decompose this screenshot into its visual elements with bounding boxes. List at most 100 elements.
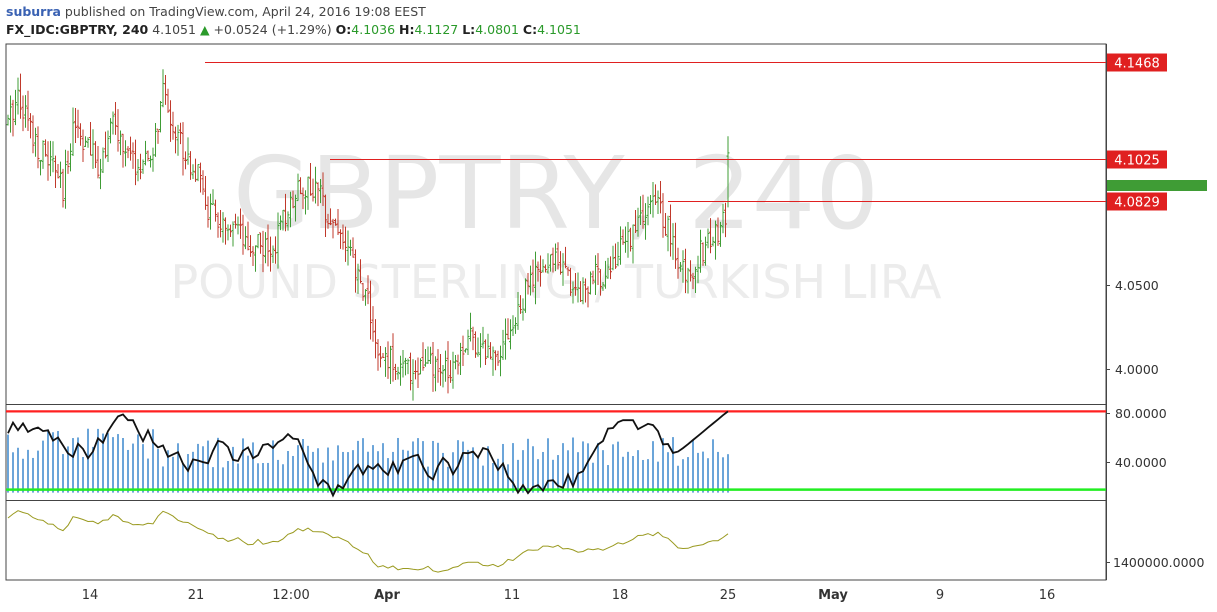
ohlc-bar <box>714 220 717 260</box>
osc-tick-1: 80.0000 <box>1115 406 1167 421</box>
ohlc-bar <box>46 141 50 181</box>
close-label: C: <box>522 22 538 37</box>
ohlc-bar <box>101 147 105 174</box>
ohlc-bar <box>144 140 147 166</box>
ohlc-bar <box>11 99 15 137</box>
ohlc-bar <box>254 245 257 272</box>
low-label: L: <box>462 22 476 37</box>
ohlc-bar <box>686 267 690 294</box>
level-price-tag <box>1107 53 1167 72</box>
ohlc-bar <box>439 354 442 386</box>
ohlc-bar <box>469 312 472 342</box>
ohlc-bar <box>239 208 242 239</box>
ohlc-bar <box>176 124 180 156</box>
x-tick-18: 18 <box>612 588 629 603</box>
ohlc-bar <box>529 265 532 296</box>
ohlc-bar <box>269 236 272 272</box>
ohlc-bar <box>399 355 402 386</box>
symbol-line: FX_IDC:GBPTRY, 240 4.1051 ▲ +0.0524 (+1.… <box>6 22 581 37</box>
ohlc-bar <box>416 357 420 388</box>
ohlc-bar <box>486 333 490 358</box>
ohlc-bar <box>126 146 130 159</box>
ohlc-bar <box>344 226 347 262</box>
ohlc-bar <box>14 89 17 126</box>
ohlc-bar <box>406 358 410 375</box>
ohlc-bar <box>26 90 30 131</box>
x-tick-1200: 12:00 <box>272 588 309 603</box>
ohlc-bar <box>519 295 522 314</box>
ohlc-bar <box>434 356 437 392</box>
ohlc-bar <box>664 212 667 236</box>
ohlc-bar <box>466 329 470 356</box>
ohlc-bar <box>436 349 440 383</box>
ohlc-bar <box>56 163 60 179</box>
ohlc-bar <box>481 326 485 349</box>
low-value: 4.0801 <box>475 22 519 37</box>
ohlc-bar <box>104 131 107 159</box>
ohlc-bar <box>316 182 320 207</box>
level-price-label: 4.0829 <box>1114 196 1160 211</box>
ohlc-bar <box>341 224 345 250</box>
ohlc-bar <box>549 254 552 272</box>
ohlc-bar <box>601 282 605 291</box>
ohlc-bar <box>526 273 530 295</box>
level-price-label: 4.1468 <box>1114 57 1160 72</box>
horizontal-levels[interactable]: 4.1468 4.1025 4.0829 <box>205 53 1167 211</box>
ohlc-bar <box>404 357 407 376</box>
ohlc-bar <box>516 291 520 330</box>
ohlc-bar <box>81 129 85 163</box>
ohlc-bar <box>84 136 87 148</box>
ohlc-bar <box>364 289 367 306</box>
ohlc-bar <box>644 203 647 240</box>
ohlc-bar <box>321 172 325 206</box>
ohlc-bar <box>276 212 280 269</box>
ohlc-bar <box>166 88 170 113</box>
ohlc-bar <box>329 208 332 226</box>
ohlc-bar <box>616 241 620 267</box>
ohlc-bar <box>496 350 500 366</box>
x-tick-25: 25 <box>720 588 737 603</box>
ohlc-bar <box>229 224 232 237</box>
ohlc-bar <box>359 259 362 284</box>
ohlc-bar <box>641 194 645 229</box>
ohlc-bar <box>211 189 215 205</box>
ohlc-bar <box>261 230 265 273</box>
ohlc-bar <box>209 193 212 230</box>
oscillator-pane <box>6 410 1106 498</box>
ohlc-bar <box>476 337 480 357</box>
ohlc-bar <box>169 100 172 142</box>
ohlc-bar <box>446 341 450 394</box>
ohlc-bar <box>71 107 75 157</box>
ohlc-bar <box>524 278 527 313</box>
symbol-label[interactable]: FX_IDC:GBPTRY, 240 <box>6 22 149 37</box>
high-value: 4.1127 <box>414 22 459 37</box>
ohlc-bar <box>539 255 542 287</box>
x-tick-11: 11 <box>504 588 521 603</box>
ohlc-bar <box>31 115 35 154</box>
ohlc-bar <box>334 218 337 226</box>
ohlc-bar <box>221 212 225 243</box>
ohlc-bar <box>444 350 447 382</box>
ohlc-bar <box>534 251 537 305</box>
ohlc-bar <box>271 245 275 264</box>
ohlc-bar <box>36 126 40 169</box>
watermark-description: POUND STERLING / TURKISH LIRA <box>170 255 942 309</box>
ohlc-bar <box>306 176 310 210</box>
ohlc-bar <box>349 239 352 256</box>
ohlc-bar <box>484 339 487 365</box>
ohlc-bar <box>706 228 710 249</box>
ohlc-bar <box>681 250 685 283</box>
ohlc-bar <box>659 181 662 214</box>
ohlc-bar <box>589 271 592 295</box>
ohlc-bar <box>509 319 512 350</box>
publisher-name[interactable]: suburra <box>6 4 61 19</box>
ohlc-bar <box>684 248 687 294</box>
ohlc-bar <box>639 196 642 225</box>
ohlc-bar <box>426 346 430 364</box>
price-tick-2: 4.0000 <box>1115 362 1159 377</box>
open-value: 4.1036 <box>351 22 396 37</box>
ohlc-bar <box>656 190 660 215</box>
ohlc-bar <box>124 140 127 167</box>
ohlc-bar <box>224 217 227 245</box>
